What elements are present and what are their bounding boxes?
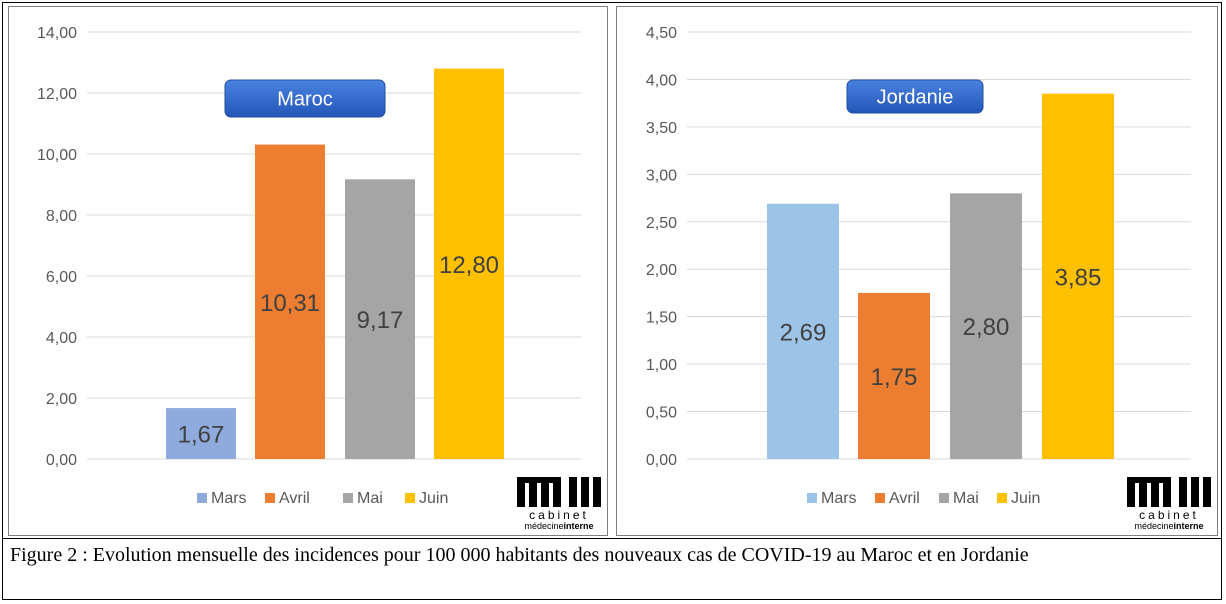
logo-bar — [1127, 477, 1171, 483]
y-tick-label: 4,00 — [46, 330, 77, 347]
y-tick-label: 10,00 — [37, 147, 77, 164]
logo-bar — [593, 477, 601, 507]
y-tick-label: 4,00 — [646, 72, 677, 89]
logo-bar — [1139, 477, 1147, 507]
legend-label-juin: Juin — [419, 490, 448, 507]
y-tick-label: 0,00 — [646, 452, 677, 469]
legend-swatch-juin — [405, 493, 415, 503]
legend-label-mars: Mars — [211, 490, 247, 507]
bar-mars — [166, 408, 236, 459]
logo-bar — [541, 477, 549, 507]
logo-text-interne: interne — [1174, 521, 1204, 531]
chart-maroc: 0,00 2,00 4,00 6,00 8,00 10,00 12,00 14,00 1,67 1… — [37, 25, 601, 531]
legend-label-mai: Mai — [357, 490, 383, 507]
caption-divider-top — [2, 538, 1222, 539]
logo-bar — [1127, 477, 1135, 507]
logo-bar — [569, 477, 577, 507]
logo-bar — [1179, 477, 1187, 507]
logo-text-medecine: médecine — [524, 521, 563, 531]
y-tick-label: 2,00 — [46, 391, 77, 408]
y-tick-label: 3,00 — [646, 167, 677, 184]
legend-label-juin: Juin — [1011, 490, 1040, 507]
logo-bar — [529, 477, 537, 507]
legend-swatch-avril — [875, 493, 885, 503]
logo-text-cabinet: cabinet — [1139, 508, 1199, 522]
y-tick-label: 8,00 — [46, 208, 77, 225]
chart-title-box — [224, 79, 386, 118]
legend-swatch-juin — [997, 493, 1007, 503]
figure-caption: Figure 2 : Evolution mensuelle des incid… — [10, 544, 1029, 566]
logo-bar — [1151, 477, 1159, 507]
y-tick-label: 14,00 — [37, 25, 77, 42]
bar-mai — [345, 179, 415, 459]
y-tick-label: 0,00 — [46, 452, 77, 469]
bar-value-label: 1,67 — [178, 422, 225, 449]
chart-title: Maroc — [277, 89, 333, 111]
y-tick-label: 2,50 — [646, 215, 677, 232]
legend-swatch-mai — [939, 493, 949, 503]
y-tick-label: 1,50 — [646, 310, 677, 327]
logo-bar — [553, 477, 561, 507]
logo-text-interne: interne — [564, 521, 594, 531]
logo-text-medecine-interne: médecineinterne — [524, 521, 593, 531]
legend-label-mai: Mai — [953, 490, 979, 507]
bar-value-label: 2,69 — [780, 319, 827, 346]
y-tick-label: 6,00 — [46, 269, 77, 286]
bar-avril — [255, 144, 325, 460]
chart-jordanie: 0,00 0,50 1,00 1,50 2,00 2,50 3,00 3,50 4,00 4,50… — [646, 25, 1211, 531]
y-tick-label: 0,50 — [646, 405, 677, 422]
logo-text-medecine-interne: médecineinterne — [1134, 521, 1203, 531]
bar-mars — [767, 203, 839, 459]
bar-value-label: 12,80 — [439, 252, 499, 279]
y-tick-label: 12,00 — [37, 86, 77, 103]
y-tick-label: 4,50 — [646, 25, 677, 42]
logo-bar — [1191, 477, 1199, 507]
legend-swatch-mars — [807, 493, 817, 503]
bar-value-label: 10,31 — [260, 290, 320, 317]
chart-panel-maroc: 0,00 2,00 4,00 6,00 8,00 10,00 12,00 14,00 1,67 1… — [8, 6, 608, 536]
logo-bar — [517, 477, 561, 483]
bar-juin — [434, 68, 504, 459]
legend-label-avril: Avril — [279, 490, 310, 507]
logo-bar — [517, 477, 525, 507]
chart-panel-jordanie: 0,00 0,50 1,00 1,50 2,00 2,50 3,00 3,50 4,00 4,50… — [616, 6, 1218, 536]
chart-title: Jordanie — [877, 87, 954, 109]
bar-juin — [1042, 93, 1114, 459]
y-tick-label: 1,00 — [646, 357, 677, 374]
logo-text-cabinet: cabinet — [529, 508, 589, 522]
legend-label-avril: Avril — [889, 490, 920, 507]
bar-avril — [858, 292, 930, 459]
legend-swatch-mai — [343, 493, 353, 503]
y-tick-label: 3,50 — [646, 120, 677, 137]
logo-bar — [1163, 477, 1171, 507]
bar-mai — [950, 193, 1022, 460]
bar-value-label: 1,75 — [871, 364, 918, 391]
bar-value-label: 2,80 — [963, 314, 1010, 341]
legend-swatch-avril — [265, 493, 275, 503]
chart-title-box — [846, 79, 984, 114]
y-tick-label: 2,00 — [646, 262, 677, 279]
bar-value-label: 3,85 — [1055, 264, 1102, 291]
logo-text-medecine: médecine — [1134, 521, 1173, 531]
logo-bar — [1203, 477, 1211, 507]
bar-value-label: 9,17 — [357, 307, 404, 334]
legend-label-mars: Mars — [821, 490, 857, 507]
logo-bar — [581, 477, 589, 507]
legend-swatch-mars — [197, 493, 207, 503]
